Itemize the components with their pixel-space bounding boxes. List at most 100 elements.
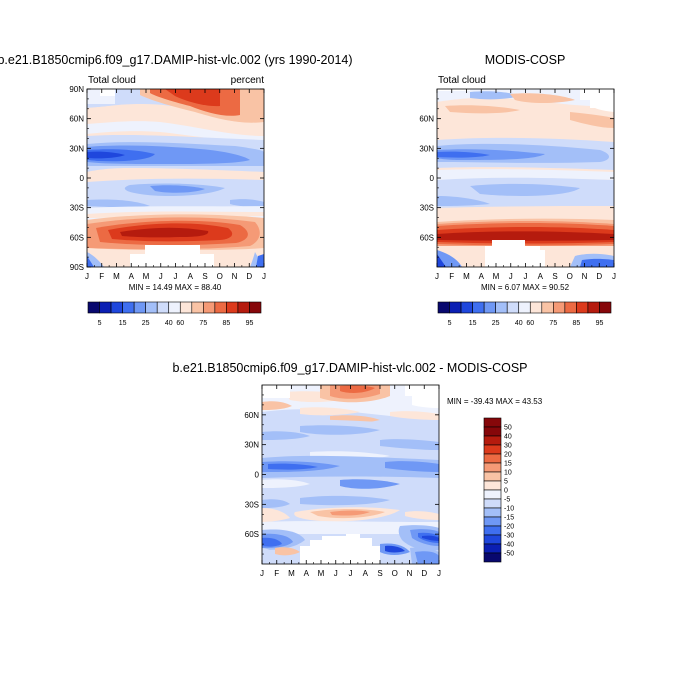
x-tick-label: J: [349, 569, 353, 578]
colorbar-swatch: [237, 301, 250, 314]
colorbar-swatch: [483, 507, 502, 518]
colorbar-swatch: [483, 462, 502, 473]
y-tick-label: 90S: [70, 263, 84, 272]
colorbar-swatch: [483, 516, 502, 527]
colorbar-label: 30: [504, 443, 512, 450]
colorbar-swatch: [226, 301, 239, 314]
y-tick-label: 30S: [70, 204, 84, 213]
x-tick-label: M: [318, 569, 325, 578]
colorbar-swatch: [437, 301, 450, 314]
x-tick-label: D: [421, 569, 427, 578]
colorbar-swatch: [214, 301, 227, 314]
colorbar-swatch: [506, 301, 520, 314]
x-tick-label: A: [479, 272, 485, 281]
x-tick-label: A: [363, 569, 369, 578]
colorbar-swatch: [179, 301, 193, 314]
colorbar-label: -40: [504, 542, 514, 549]
colorbar-swatch: [483, 498, 502, 509]
colorbar-label: 60: [526, 320, 534, 327]
x-tick-label: O: [392, 569, 398, 578]
panel-obs-stats: MIN = 6.07 MAX = 90.52: [481, 283, 570, 292]
colorbar-label: 85: [573, 320, 581, 327]
colorbar-swatch: [168, 301, 181, 314]
colorbar-label: 95: [596, 320, 604, 327]
x-tick-label: J: [435, 272, 439, 281]
y-tick-label: 60N: [244, 411, 259, 420]
x-tick-label: J: [174, 272, 178, 281]
colorbar-swatch: [460, 301, 473, 314]
colorbar-swatch: [472, 301, 485, 314]
y-tick-label: 90N: [69, 85, 84, 94]
x-tick-label: J: [262, 272, 266, 281]
panel-model-units-label: percent: [231, 75, 265, 86]
colorbar-label: -50: [504, 551, 514, 558]
colorbar-label: 50: [504, 425, 512, 432]
x-tick-label: F: [274, 569, 279, 578]
colorbar-swatch: [587, 301, 600, 314]
y-tick-label: 0: [430, 174, 435, 183]
colorbar-swatch: [156, 301, 170, 314]
colorbar-label: 15: [469, 320, 477, 327]
colorbar-swatch: [576, 301, 589, 314]
x-tick-label: M: [463, 272, 470, 281]
y-tick-label: 30N: [244, 441, 259, 450]
colorbar-label: 15: [504, 461, 512, 468]
x-tick-label: J: [85, 272, 89, 281]
panel-obs: MODIS-COSP Total cloud: [419, 53, 616, 327]
y-tick-label: 30S: [420, 204, 434, 213]
colorbar-swatch: [483, 543, 502, 554]
colorbar-swatch: [483, 525, 502, 536]
colorbar-label: 40: [165, 320, 173, 327]
x-tick-label: F: [449, 272, 454, 281]
x-tick-label: N: [407, 569, 413, 578]
colorbar-label: 15: [119, 320, 127, 327]
y-tick-label: 0: [255, 471, 260, 480]
y-tick-label: 30N: [69, 144, 84, 153]
panel-model-field: [87, 89, 264, 267]
colorbar-label: -10: [504, 506, 514, 513]
x-tick-label: D: [246, 272, 252, 281]
x-tick-label: A: [129, 272, 135, 281]
colorbar-label: 10: [504, 470, 512, 477]
colorbar-swatch: [99, 301, 112, 314]
colorbar-swatch: [518, 301, 531, 314]
colorbar-label: 25: [142, 320, 150, 327]
x-tick-label: M: [288, 569, 295, 578]
y-tick-label: 30N: [419, 144, 434, 153]
panel-diff-stats: MIN = -39.43 MAX = 43.53: [447, 397, 543, 406]
x-tick-label: S: [552, 272, 557, 281]
colorbar-swatch: [495, 301, 508, 314]
x-tick-label: S: [377, 569, 382, 578]
colorbar-swatch: [553, 301, 566, 314]
colorbar-swatch: [564, 301, 577, 314]
colorbar-swatch: [483, 426, 502, 437]
x-tick-label: J: [334, 569, 338, 578]
colorbar-swatch: [483, 552, 502, 563]
colorbar-swatch: [110, 301, 123, 314]
colorbar-label: 60: [176, 320, 184, 327]
y-tick-label: 30S: [245, 500, 259, 509]
y-tick-label: 60N: [69, 115, 84, 124]
panel-model: b.e21.B1850cmip6.f09_g17.DAMIP-hist-vlc.…: [0, 53, 353, 327]
x-tick-label: D: [596, 272, 602, 281]
x-tick-label: M: [493, 272, 500, 281]
colorbar-label: 75: [199, 320, 207, 327]
colorbar-swatch: [529, 301, 543, 314]
colorbar-swatch: [483, 417, 502, 428]
colorbar-swatch: [483, 453, 502, 464]
y-tick-label: 60N: [419, 115, 434, 124]
colorbar-label: 5: [448, 320, 452, 327]
colorbar-swatch: [133, 301, 146, 314]
colorbar-label: 40: [515, 320, 523, 327]
colorbar-label: 75: [549, 320, 557, 327]
colorbar-label: 5: [98, 320, 102, 327]
panel-obs-title: MODIS-COSP: [485, 53, 566, 67]
colorbar-swatch: [483, 534, 502, 545]
panel-obs-colorbar: 5 15 25 40 60 75 85 95: [437, 301, 612, 327]
x-tick-label: J: [260, 569, 264, 578]
colorbar-label: 20: [504, 452, 512, 459]
colorbar-swatch: [599, 301, 612, 314]
x-tick-label: J: [612, 272, 616, 281]
